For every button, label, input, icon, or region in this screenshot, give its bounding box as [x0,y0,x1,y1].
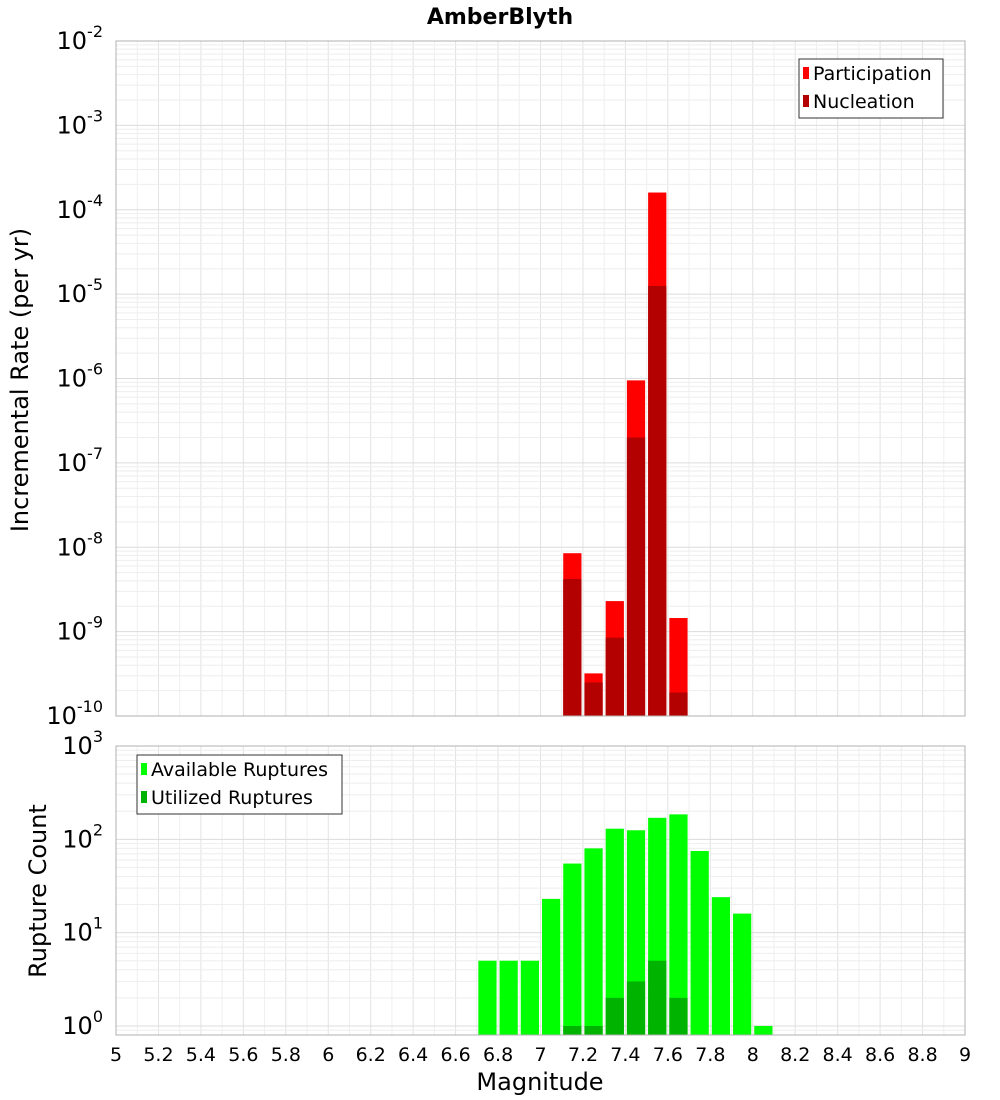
legend-swatch [803,67,809,79]
x-tick-label: 5.6 [228,1044,258,1066]
y-tick-label: 10-3 [57,106,104,139]
bar-utilized-ruptures [669,997,688,1035]
chart-title: AmberBlyth [427,5,573,30]
top-y-axis-label: Incremental Rate (per yr) [6,228,34,532]
plot-frame-0 [115,40,966,717]
y-tick-label: 10-8 [57,528,104,561]
y-tick-label: 103 [62,727,103,760]
x-tick-label: 6.4 [398,1044,428,1066]
bar-utilized-ruptures [626,981,646,1035]
bar-available-ruptures [711,897,731,1035]
x-tick-label: 8.8 [907,1044,937,1066]
bar-available-ruptures [605,828,624,1035]
x-tick-label: 6 [322,1044,334,1066]
bar-available-ruptures [499,960,518,1035]
bar-participation [669,618,688,716]
x-tick-label: 6.6 [440,1044,470,1066]
bar-available-ruptures [754,1025,773,1035]
legend-label: Nucleation [813,91,915,113]
y-tick-label: 102 [62,820,103,853]
bar-nucleation [584,682,603,716]
x-tick-label: 8.4 [823,1044,853,1066]
legend-label: Utilized Ruptures [151,787,313,809]
bar-available-ruptures [669,814,688,1035]
x-tick-label: 6.2 [356,1044,386,1066]
bar-available-ruptures [520,960,539,1035]
y-tick-label: 10-5 [57,275,104,308]
x-tick-label: 7.4 [610,1044,640,1066]
x-tick-label: 8.6 [865,1044,895,1066]
y-tick-label: 10-6 [57,360,104,393]
x-tick-label: 5.2 [143,1044,173,1066]
bar-available-ruptures [478,960,497,1035]
x-tick-label: 5 [110,1044,122,1066]
legend-swatch [803,95,809,107]
legend-swatch [141,763,147,775]
legend-box-0 [798,58,944,119]
bar-utilized-ruptures [648,960,667,1035]
bottom-y-axis-label: Rupture Count [24,804,52,978]
y-tick-label: 10-9 [57,613,104,646]
bar-available-ruptures [690,850,709,1035]
bar-nucleation [648,285,667,716]
x-tick-label: 9 [959,1044,971,1066]
x-tick-label: 5.8 [271,1044,301,1066]
legend-label: Participation [813,63,932,85]
x-tick-label: 7.8 [695,1044,725,1066]
bar-available-ruptures [733,913,752,1035]
bar-available-ruptures [563,863,582,1035]
y-tick-label: 10-10 [46,697,103,730]
x-tick-label: 8 [747,1044,759,1066]
x-tick-label: 5.4 [186,1044,216,1066]
bar-available-ruptures [542,898,561,1035]
bar-utilized-ruptures [584,1025,603,1035]
legend-swatch [141,791,147,803]
bar-utilized-ruptures [563,1025,582,1035]
plot-frame-1 [115,745,966,1036]
x-tick-label: 7.6 [653,1044,683,1066]
legend-box-1 [136,754,343,815]
y-tick-label: 10-7 [57,444,104,477]
x-tick-label: 7 [534,1044,546,1066]
x-tick-label: 6.8 [483,1044,513,1066]
x-axis-label: Magnitude [476,1068,603,1096]
bar-nucleation [563,579,582,716]
y-tick-label: 100 [62,1007,103,1040]
bar-nucleation [626,437,646,716]
bar-nucleation [605,637,624,716]
bar-nucleation [669,692,688,716]
bar-available-ruptures [584,848,603,1035]
y-tick-label: 10-4 [57,191,104,224]
legend-label: Available Ruptures [151,759,328,781]
x-tick-label: 8.2 [780,1044,810,1066]
y-tick-label: 10-2 [57,22,104,55]
bar-utilized-ruptures [605,997,624,1035]
x-tick-label: 7.2 [568,1044,598,1066]
y-tick-label: 101 [62,914,103,947]
